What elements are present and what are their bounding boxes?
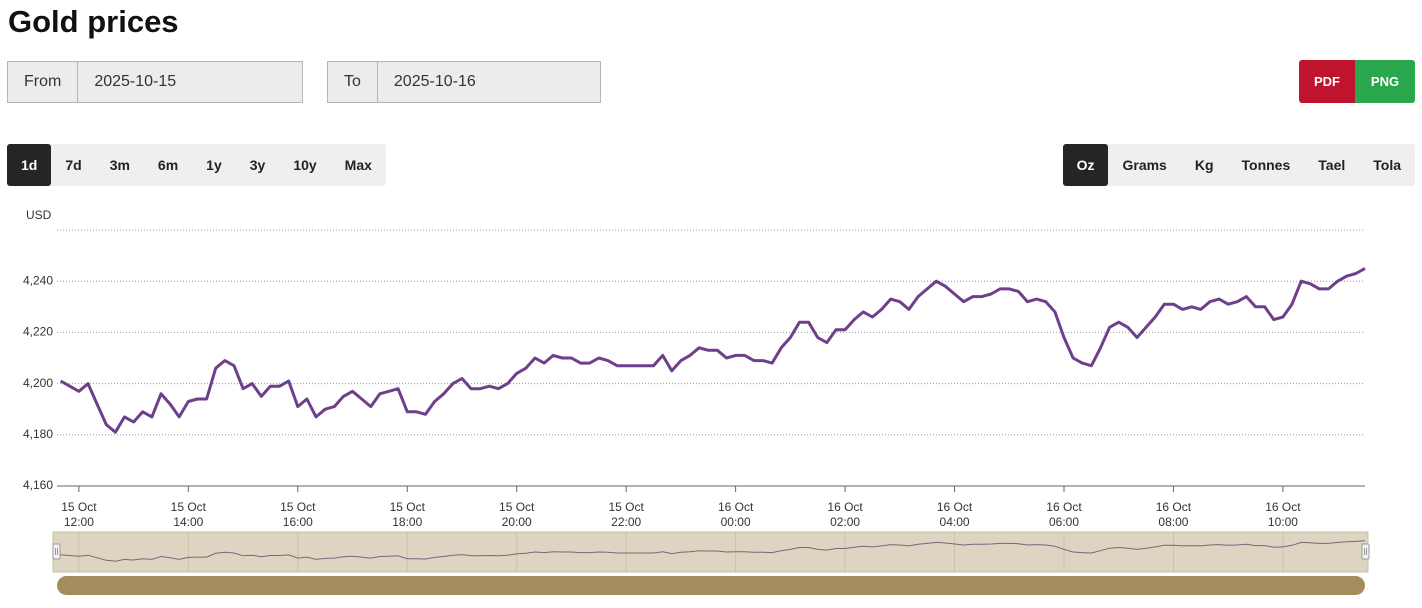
x-tick-label: 15 Oct 14:00 bbox=[170, 500, 207, 529]
x-tick-label: 15 Oct 22:00 bbox=[608, 500, 644, 529]
navigator bbox=[52, 531, 1369, 573]
scrollbar bbox=[57, 576, 1365, 595]
x-tick-label: 16 Oct 06:00 bbox=[1046, 500, 1082, 529]
range-button[interactable]: 3m bbox=[109, 157, 130, 173]
range-button[interactable]: 1y bbox=[206, 157, 222, 173]
range-buttons: 1d 7d 3m 6m 1y 3y 10y Max bbox=[7, 144, 386, 186]
range-button[interactable]: 6m bbox=[157, 157, 179, 173]
x-tick-label: 16 Oct 08:00 bbox=[1155, 500, 1192, 529]
navigator-line bbox=[60, 540, 1366, 562]
x-tick-label: 15 Oct 20:00 bbox=[499, 500, 535, 529]
x-tick-label: 15 Oct 18:00 bbox=[389, 500, 425, 529]
y-tick-label: 4,160 bbox=[23, 478, 53, 492]
unit-button[interactable]: Kg bbox=[1194, 157, 1214, 173]
x-tick-label: 15 Oct 12:00 bbox=[61, 500, 97, 529]
to-field[interactable]: To 2025-10-16 bbox=[327, 61, 601, 103]
x-tick-label: 16 Oct 10:00 bbox=[1265, 500, 1301, 529]
unit-button[interactable]: Tonnes bbox=[1241, 157, 1291, 173]
range-button[interactable]: 7d bbox=[65, 157, 82, 173]
from-label: From bbox=[8, 62, 79, 102]
unit-button[interactable]: Grams bbox=[1122, 157, 1167, 173]
to-label: To bbox=[328, 62, 378, 102]
unit-button[interactable]: Tola bbox=[1373, 157, 1401, 173]
from-field[interactable]: From 2025-10-15 bbox=[7, 61, 303, 103]
navigator-handle bbox=[52, 543, 61, 560]
unit-button[interactable]: Oz bbox=[1062, 144, 1109, 186]
to-input[interactable]: 2025-10-16 bbox=[393, 73, 476, 90]
y-tick-label: 4,180 bbox=[23, 427, 53, 441]
range-button[interactable]: Max bbox=[344, 157, 372, 173]
unit-buttons: Oz Grams Kg Tonnes Tael Tola bbox=[1062, 144, 1415, 186]
navigator-handle bbox=[1361, 543, 1370, 560]
x-tick-label: 16 Oct 02:00 bbox=[827, 500, 863, 529]
png-button[interactable]: PNG bbox=[1355, 60, 1415, 103]
y-axis-label: USD bbox=[26, 208, 52, 222]
pdf-button[interactable]: PDF bbox=[1299, 60, 1355, 103]
x-tick-label: 16 Oct 04:00 bbox=[936, 500, 973, 529]
unit-button[interactable]: Tael bbox=[1318, 157, 1346, 173]
page-title: Gold prices bbox=[8, 4, 179, 39]
range-button[interactable]: 3y bbox=[249, 157, 266, 173]
range-button[interactable]: 1d bbox=[7, 144, 52, 186]
y-tick-label: 4,200 bbox=[23, 376, 53, 390]
from-input[interactable]: 2025-10-15 bbox=[94, 73, 177, 90]
price-line bbox=[59, 267, 1366, 434]
y-tick-label: 4,220 bbox=[23, 325, 53, 339]
x-tick-label: 15 Oct 16:00 bbox=[280, 500, 316, 529]
y-tick-label: 4,240 bbox=[23, 273, 53, 287]
range-button[interactable]: 10y bbox=[293, 157, 317, 173]
x-tick-label: 16 Oct 00:00 bbox=[717, 500, 754, 529]
